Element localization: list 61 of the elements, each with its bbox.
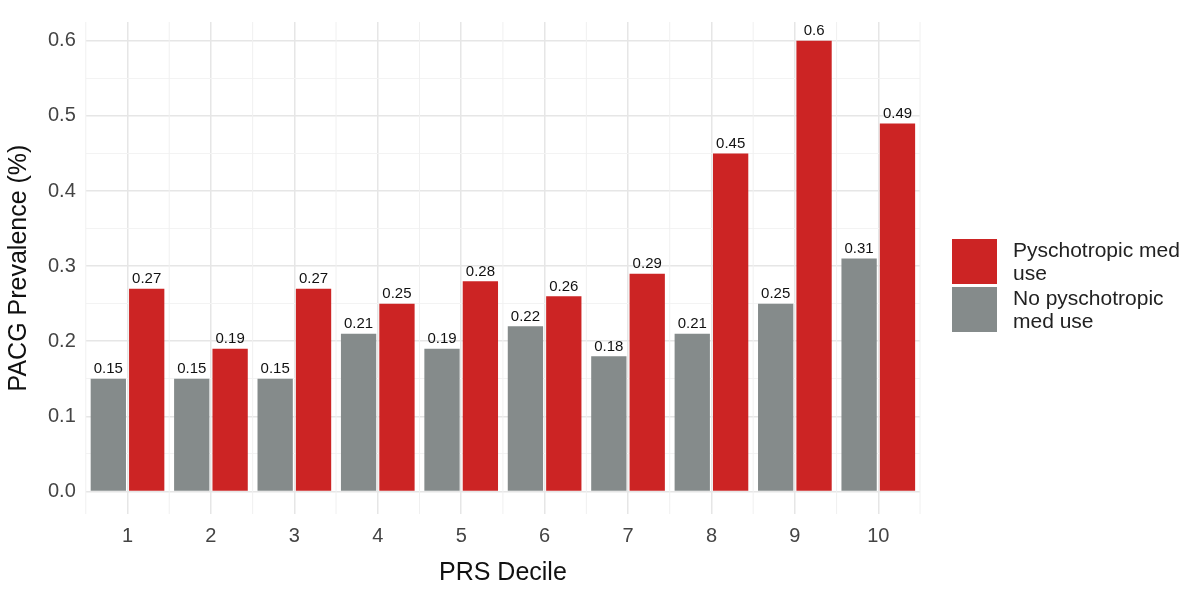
y-axis-title: PACG Prevalence (%)	[2, 144, 31, 392]
bar	[841, 258, 877, 491]
x-tick-label: 9	[789, 523, 801, 546]
data-label: 0.22	[510, 306, 541, 324]
bar	[507, 326, 544, 491]
bar	[174, 378, 210, 491]
bar	[340, 333, 377, 491]
data-label: 0.21	[677, 314, 707, 332]
x-tick-label: 7	[622, 523, 634, 546]
y-tick-label: 0.6	[47, 28, 76, 51]
data-label: 0.31	[844, 239, 874, 257]
data-label: 0.18	[594, 336, 624, 354]
data-label: 0.15	[93, 359, 123, 377]
data-label: 0.15	[260, 359, 290, 377]
x-axis-title: PRS Decile	[438, 556, 567, 585]
legend-label: Pyschotropic med use	[1013, 238, 1181, 284]
data-label: 0.28	[465, 261, 495, 279]
bar	[129, 288, 165, 491]
y-tick-label: 0.0	[47, 478, 76, 501]
data-label: 0.27	[132, 269, 162, 287]
x-tick-label: 4	[372, 523, 384, 546]
bar	[674, 333, 710, 491]
legend-label: No pyschotropic med use	[1013, 286, 1165, 332]
data-label: 0.49	[882, 104, 913, 122]
y-tick-label: 0.4	[47, 178, 76, 201]
bar	[591, 356, 627, 491]
x-tick-label: 10	[867, 523, 890, 546]
bar	[796, 40, 832, 491]
bar	[758, 303, 794, 491]
data-label: 0.25	[382, 284, 412, 302]
y-tick-label: 0.3	[47, 253, 76, 276]
bar	[257, 378, 293, 491]
y-tick-label: 0.1	[47, 403, 76, 426]
data-label: 0.15	[177, 359, 207, 377]
data-label: 0.45	[716, 134, 746, 152]
bar	[424, 348, 460, 491]
bar	[629, 273, 665, 491]
data-label: 0.26	[549, 276, 579, 294]
data-label: 0.19	[427, 329, 457, 347]
data-label: 0.21	[343, 314, 374, 332]
data-label: 0.6	[803, 21, 825, 39]
bar	[90, 378, 126, 491]
bar	[379, 303, 415, 491]
bar	[879, 123, 916, 491]
y-tick-label: 0.2	[47, 328, 76, 351]
data-label: 0.25	[761, 284, 791, 302]
x-tick-label: 5	[455, 523, 467, 546]
bar	[712, 153, 749, 491]
bar	[295, 288, 332, 491]
x-tick-label: 2	[205, 523, 217, 546]
x-tick-label: 6	[539, 523, 551, 546]
data-label: 0.29	[632, 254, 662, 272]
bar	[546, 296, 582, 491]
x-tick-label: 3	[288, 523, 300, 546]
bar	[462, 281, 499, 491]
x-tick-label: 1	[121, 523, 134, 546]
bar	[212, 348, 248, 491]
x-tick-label: 8	[705, 523, 718, 546]
data-label: 0.19	[215, 329, 245, 347]
y-tick-label: 0.5	[47, 103, 76, 126]
data-label: 0.27	[298, 269, 329, 287]
